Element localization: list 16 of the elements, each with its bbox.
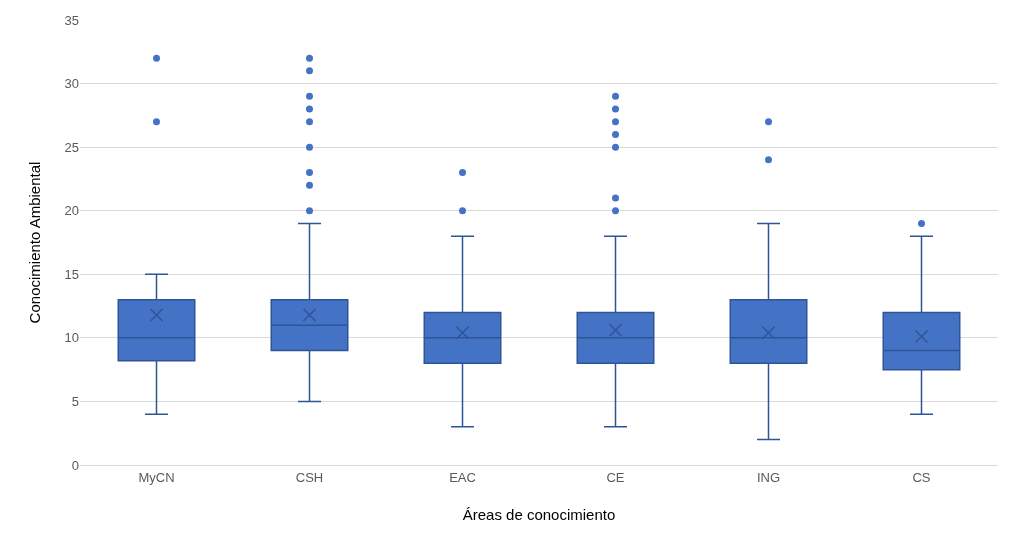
x-tick-label: CS <box>912 469 931 485</box>
y-tick-label: 35 <box>64 12 79 28</box>
x-tick-label: CSH <box>295 469 324 485</box>
y-tick-label: 25 <box>64 139 79 155</box>
x-tick-label: ING <box>756 469 781 485</box>
y-axis-title: Conocimiento Ambiental <box>26 161 43 324</box>
x-tick-label: MyCN <box>138 469 175 485</box>
y-tick-label: 15 <box>64 266 79 282</box>
x-axis-title: Áreas de conocimiento <box>462 506 616 523</box>
y-tick-label: 30 <box>64 76 79 92</box>
x-tick-label: EAC <box>449 469 476 485</box>
y-tick-label: 0 <box>71 457 79 473</box>
y-tick-label: 5 <box>71 393 79 409</box>
x-tick-label: CE <box>606 469 625 485</box>
y-tick-label: 10 <box>64 330 79 346</box>
y-tick-label: 20 <box>64 203 79 219</box>
